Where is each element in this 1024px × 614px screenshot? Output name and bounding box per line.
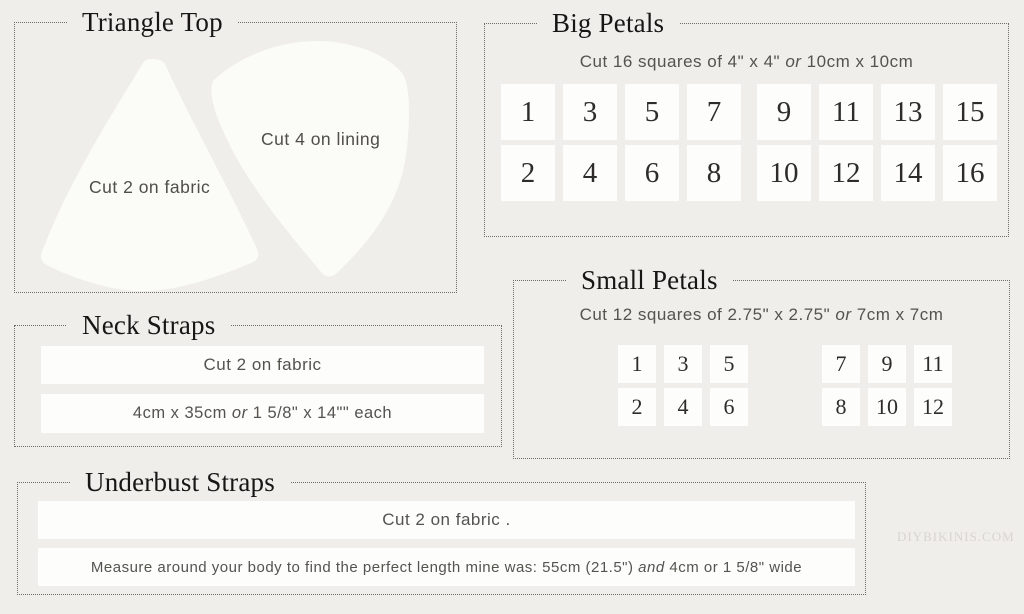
neck-straps-section: Neck Straps Cut 2 on fabric 4cm x 35cm o… (14, 309, 502, 447)
neck-straps-size-metric: 4cm x 35cm (132, 404, 227, 422)
neck-straps-cut-label: Cut 2 on fabric (203, 355, 322, 374)
petal-square-11: 11 (819, 84, 873, 140)
small-petals-group-right: 7 9 11 8 10 12 (822, 345, 952, 426)
underbust-measure-bar: Measure around your body to find the per… (38, 548, 855, 586)
underbust-measure-and: and (633, 558, 670, 576)
petal-square-12: 12 (819, 145, 873, 201)
petal-square-14: 14 (881, 145, 935, 201)
petal-square-4: 4 (563, 145, 617, 201)
underbust-straps-title: Underbust Straps (70, 466, 290, 498)
petal-row: 7 9 11 (822, 345, 952, 383)
triangle-lining-label: Cut 4 on lining (261, 129, 381, 149)
underbust-straps-section: Underbust Straps Cut 2 on fabric . Measu… (17, 466, 866, 595)
site-watermark: DIYBIKINIS.COM (897, 529, 1015, 544)
petal-square-3: 3 (563, 84, 617, 140)
petal-square-6: 6 (710, 388, 748, 426)
small-petals-section: Small Petals Cut 12 squares of 2.75" x 2… (513, 264, 1010, 459)
petal-square-12: 12 (914, 388, 952, 426)
petal-square-10: 10 (868, 388, 906, 426)
big-petals-subtitle-or: or (780, 52, 807, 71)
petal-square-9: 9 (868, 345, 906, 383)
petal-square-8: 8 (687, 145, 741, 201)
petal-square-7: 7 (687, 84, 741, 140)
petal-square-9: 9 (757, 84, 811, 140)
small-petals-subtitle-or: or (830, 305, 857, 324)
petal-square-1: 1 (618, 345, 656, 383)
petal-row: 10 12 14 16 (757, 145, 997, 201)
neck-straps-size-bar: 4cm x 35cm or 1 5/8" x 14"" each (41, 394, 484, 433)
underbust-cut-bar: Cut 2 on fabric . (38, 501, 855, 539)
underbust-measure-width: 4cm or 1 5/8" wide (669, 558, 803, 576)
petal-square-13: 13 (881, 84, 935, 140)
small-petals-subtitle-text: Cut 12 squares of 2.75" x 2.75" (579, 305, 831, 324)
petal-square-16: 16 (943, 145, 997, 201)
petal-square-6: 6 (625, 145, 679, 201)
neck-straps-size-imperial: 1 5/8" x 14"" each (252, 404, 393, 422)
triangle-top-section: Triangle Top Cut 2 on fabric Cut 4 on li… (14, 6, 457, 293)
big-petals-section: Big Petals Cut 16 squares of 4" x 4" or … (484, 7, 1009, 237)
petal-row: 8 10 12 (822, 388, 952, 426)
petal-square-4: 4 (664, 388, 702, 426)
underbust-cut-label: Cut 2 on fabric . (382, 510, 511, 529)
small-petals-title: Small Petals (566, 264, 733, 296)
neck-straps-cut-bar: Cut 2 on fabric (41, 346, 484, 384)
petal-square-3: 3 (664, 345, 702, 383)
neck-straps-size-or: or (226, 404, 253, 422)
small-petals-subtitle-metric: 7cm x 7cm (856, 305, 944, 324)
petal-square-15: 15 (943, 84, 997, 140)
big-petals-group-right: 9 11 13 15 10 12 14 16 (757, 84, 997, 201)
small-petals-subtitle: Cut 12 squares of 2.75" x 2.75" or 7cm x… (514, 305, 1009, 325)
triangle-pattern-shapes (41, 41, 410, 292)
neck-straps-title: Neck Straps (67, 309, 231, 341)
big-petals-title: Big Petals (537, 7, 680, 39)
petal-square-8: 8 (822, 388, 860, 426)
petal-square-5: 5 (710, 345, 748, 383)
petal-square-2: 2 (618, 388, 656, 426)
big-petals-subtitle: Cut 16 squares of 4" x 4" or 10cm x 10cm (485, 52, 1008, 72)
petal-square-2: 2 (501, 145, 555, 201)
petal-row: 9 11 13 15 (757, 84, 997, 140)
big-petals-subtitle-metric: 10cm x 10cm (806, 52, 914, 71)
big-petals-subtitle-text: Cut 16 squares of 4" x 4" (579, 52, 781, 71)
triangle-top-title: Triangle Top (67, 6, 238, 38)
petal-square-11: 11 (914, 345, 952, 383)
triangle-fabric-shape (41, 58, 259, 292)
triangle-fabric-label: Cut 2 on fabric (89, 177, 211, 197)
petal-square-1: 1 (501, 84, 555, 140)
petal-square-10: 10 (757, 145, 811, 201)
petal-square-5: 5 (625, 84, 679, 140)
underbust-measure-text: Measure around your body to find the per… (90, 558, 634, 576)
triangle-lining-shape (211, 41, 410, 277)
petal-square-7: 7 (822, 345, 860, 383)
